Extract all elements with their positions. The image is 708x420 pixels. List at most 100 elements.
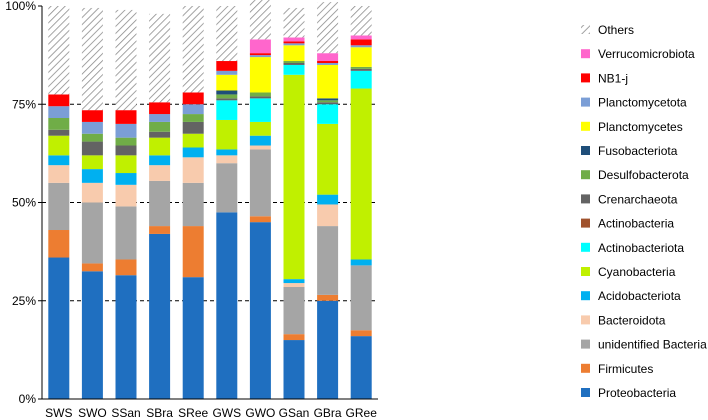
bar-gbra-planctomycetes (317, 64, 339, 99)
bar-swo-planctomycetota (81, 121, 103, 134)
bar-gws-unidentified-bacteria (216, 163, 238, 213)
bar-gsan-planctomycetota (283, 43, 305, 46)
bar-gws-bacteroidota (216, 155, 238, 164)
bar-gbra-cyanobacteria (317, 123, 339, 195)
bar-sbra-nb1-j (149, 102, 171, 115)
bar-stack-gree (350, 6, 372, 399)
legend-label: Planctomycetes (598, 120, 683, 134)
bar-ssan-others (115, 9, 137, 111)
bar-sws-bacteroidota (48, 165, 70, 183)
bar-gws-desulfobacterota (216, 94, 238, 99)
bar-sree-cyanobacteria (182, 133, 204, 148)
legend-swatch (581, 339, 590, 349)
bar-gwo-verrucomicrobiota (249, 39, 271, 54)
bar-sws-others (48, 6, 70, 95)
bar-gwo-unidentified-bacteria (249, 149, 271, 217)
legend-label: Actinobacteriota (598, 241, 684, 255)
bar-sws-planctomycetota (48, 106, 70, 118)
bar-stack-gws (216, 6, 238, 399)
bar-gws-actinobacteriota (216, 100, 238, 120)
bar-sree-proteobacteria (182, 277, 204, 399)
y-tick-label: 0% (19, 392, 37, 406)
legend-label: Planctomycetota (598, 96, 687, 110)
legend-swatch (581, 97, 590, 107)
legend-item-proteobacteria: Proteobacteria (581, 386, 676, 400)
legend-swatch (581, 291, 590, 301)
bar-gree-acidobacteriota (350, 259, 372, 266)
bar-gsan-nb1-j (283, 41, 305, 44)
x-tick-label: SRee (178, 406, 208, 420)
legend-swatch (581, 363, 590, 373)
bar-gbra-actinobacteriota (317, 104, 339, 124)
x-tick-label: SSan (111, 406, 140, 420)
bar-sree-desulfobacterota (182, 114, 204, 122)
bar-gbra-acidobacteriota (317, 194, 339, 205)
bar-gsan-bacteroidota (283, 283, 305, 287)
bar-sws-proteobacteria (48, 257, 70, 399)
bar-gws-others (216, 6, 238, 62)
bar-swo-bacteroidota (81, 182, 103, 203)
bar-swo-desulfobacterota (81, 133, 103, 142)
bar-gsan-unidentified-bacteria (283, 287, 305, 335)
bars (48, 0, 372, 399)
bar-swo-nb1-j (81, 110, 103, 122)
bar-ssan-desulfobacterota (115, 137, 137, 146)
bar-gsan-planctomycetes (283, 45, 305, 62)
bar-swo-cyanobacteria (81, 155, 103, 170)
bar-sree-crenarchaeota (182, 121, 204, 134)
bar-sbra-bacteroidota (149, 165, 171, 181)
bar-sws-crenarchaeota (48, 129, 70, 136)
x-tick-label: GBra (314, 406, 342, 420)
bar-sbra-desulfobacterota (149, 121, 171, 132)
bar-sws-desulfobacterota (48, 118, 70, 130)
legend-item-desulfobacterota: Desulfobacterota (581, 168, 689, 182)
tick-labels: 0% 25% 50% 75% 100% SWS SWO SSan SBra SRee GWS GWO G… (5, 0, 377, 420)
legend-swatch (581, 146, 590, 155)
bar-sws-unidentified-bacteria (48, 182, 70, 231)
legend-label: Firmicutes (598, 362, 653, 376)
legend-swatch (581, 121, 590, 131)
bar-gsan-firmicutes (283, 334, 305, 341)
bar-gree-verrucomicrobiota (350, 35, 372, 40)
legend-item-actinobacteriota: Actinobacteriota (581, 241, 684, 255)
legend-swatch (581, 242, 590, 252)
legend-swatch (581, 315, 590, 325)
bar-gwo-others (249, 0, 271, 40)
bar-sws-acidobacteriota (48, 155, 70, 166)
bar-gwo-planctomycetes (249, 57, 271, 93)
legend-swatch (581, 194, 590, 204)
bar-sbra-planctomycetota (149, 114, 171, 122)
x-tick-label: SBra (146, 406, 173, 420)
bar-gws-cyanobacteria (216, 119, 238, 150)
legend-item-planctomycetota: Planctomycetota (581, 96, 687, 110)
legend-item-actinobacteria: Actinobacteria (581, 217, 674, 231)
bar-ssan-proteobacteria (115, 275, 137, 399)
bar-sree-planctomycetota (182, 104, 204, 115)
bar-stack-swo (81, 7, 103, 399)
bar-stack-ssan (115, 9, 137, 399)
bar-gree-cyanobacteria (350, 88, 372, 260)
bar-gwo-bacteroidota (249, 145, 271, 150)
legend-label: Fusobacteriota (598, 144, 678, 158)
bar-gree-planctomycetes (350, 47, 372, 67)
bar-gsan-verrucomicrobiota (283, 37, 305, 42)
legend-label: Cyanobacteria (598, 265, 676, 279)
bar-ssan-nb1-j (115, 110, 137, 124)
bar-gree-firmicutes (350, 330, 372, 337)
bar-gbra-unidentified-bacteria (317, 226, 339, 295)
bar-gwo-firmicutes (249, 216, 271, 223)
bar-gbra-verrucomicrobiota (317, 53, 339, 62)
legend-label: Crenarchaeota (598, 192, 678, 206)
x-tick-label: GSan (279, 406, 310, 420)
legend-label: Verrucomicrobiota (598, 47, 695, 61)
bar-gbra-desulfobacterota (317, 100, 339, 103)
legend-item-cyanobacteria: Cyanobacteria (581, 265, 676, 279)
bar-gbra-nb1-j (317, 61, 339, 63)
bar-sws-cyanobacteria (48, 135, 70, 156)
x-tick-label: GWO (245, 406, 275, 420)
legend-label: Desulfobacterota (598, 168, 689, 182)
bar-stack-sree (182, 6, 204, 399)
legend-item-fusobacteriota: Fusobacteriota (581, 144, 678, 158)
bar-stack-gwo (249, 0, 271, 399)
bar-gwo-acidobacteriota (249, 135, 271, 146)
